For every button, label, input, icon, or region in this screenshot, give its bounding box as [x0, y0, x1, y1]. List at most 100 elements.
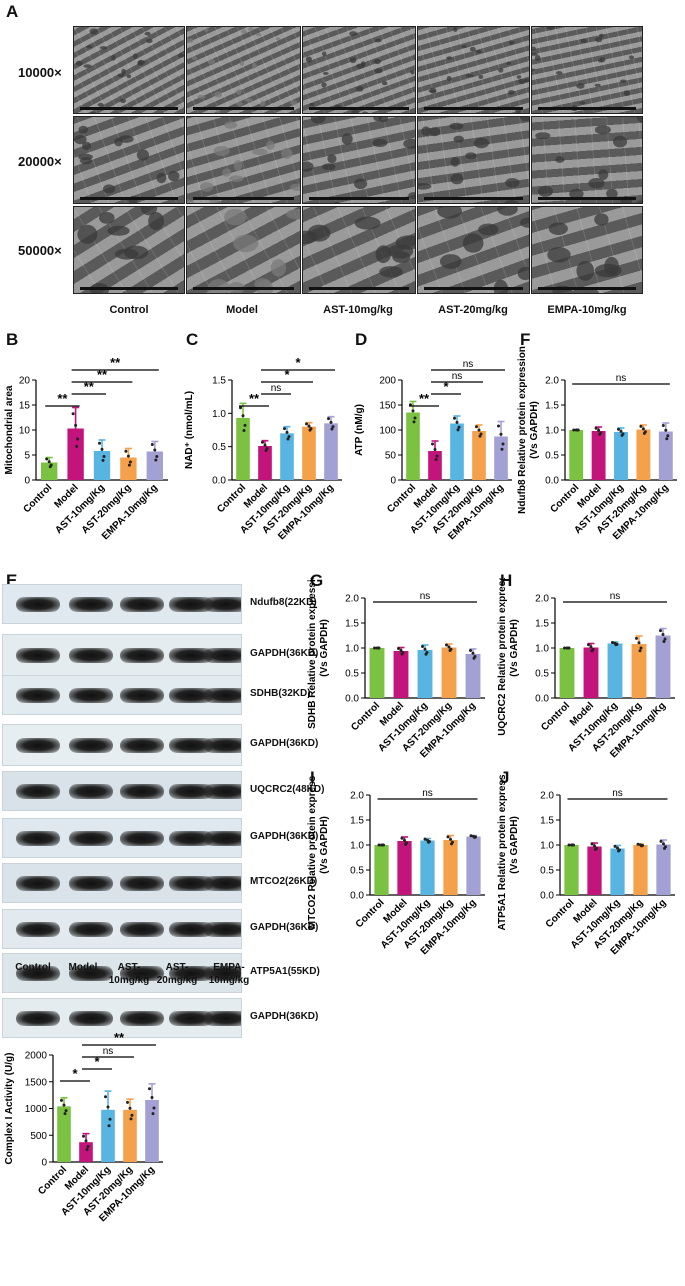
- significance-label: *: [72, 1066, 78, 1081]
- y-axis-label-line: (Vs GAPDH): [509, 816, 520, 874]
- data-point: [664, 428, 668, 432]
- data-point: [427, 840, 430, 844]
- data-point: [329, 420, 333, 424]
- blot-strip: [2, 953, 242, 993]
- data-point: [472, 656, 476, 660]
- em-image-tile: [73, 206, 185, 294]
- data-point: [617, 427, 620, 431]
- y-tick-label: 0.0: [212, 476, 226, 487]
- bar: [101, 1109, 115, 1162]
- x-tick-label: Control: [544, 897, 577, 930]
- x-tick-label: Control: [354, 897, 387, 930]
- data-point: [661, 424, 665, 428]
- y-axis-label-line: UQCRC2 Relative protein expression: [497, 578, 508, 736]
- protein-band: [204, 784, 241, 799]
- y-tick-label: 0.5: [535, 669, 549, 680]
- magnification-label: 50000×: [18, 243, 62, 258]
- bar: [465, 654, 481, 698]
- data-point: [45, 457, 49, 461]
- magnification-label: 20000×: [18, 154, 62, 169]
- data-point: [637, 641, 641, 645]
- protein-band: [169, 784, 213, 799]
- data-point: [286, 437, 290, 441]
- bar: [636, 429, 651, 480]
- x-tick-label: Control: [349, 700, 382, 733]
- y-tick-label: 0.0: [350, 891, 364, 902]
- protein-band: [16, 784, 60, 799]
- y-tick-label: 1.0: [212, 409, 226, 420]
- em-image-tile: [531, 116, 643, 204]
- data-point: [433, 448, 437, 451]
- data-point: [404, 842, 407, 846]
- scale-bar: [193, 107, 294, 110]
- data-point: [661, 632, 665, 636]
- x-tick-label: Control: [539, 700, 572, 733]
- data-point: [124, 449, 128, 453]
- bar: [57, 1106, 71, 1162]
- blot-band-label: GAPDH(36KD): [250, 648, 319, 659]
- protein-band: [204, 966, 241, 981]
- significance-label: **: [110, 355, 121, 370]
- protein-band: [204, 738, 241, 753]
- y-tick-label: 1000: [25, 1104, 48, 1115]
- em-group-label: EMPA-10mg/kg: [547, 304, 627, 316]
- data-point: [469, 834, 473, 838]
- em-image-tile: [302, 116, 416, 204]
- scale-bar: [80, 287, 178, 290]
- data-point: [598, 432, 602, 436]
- y-tick-label: 2.0: [350, 791, 364, 802]
- y-tick-label: 200: [379, 376, 396, 387]
- y-axis-label-line: (Vs GAPDH): [319, 816, 330, 874]
- panel-letter-j: J: [500, 768, 510, 787]
- data-point: [423, 837, 427, 841]
- protein-band: [69, 784, 113, 799]
- significance-label: ns: [271, 383, 282, 394]
- y-tick-label: 1.0: [540, 841, 554, 852]
- data-point: [421, 645, 424, 648]
- data-point: [62, 1103, 66, 1107]
- protein-band: [16, 922, 60, 937]
- protein-band: [204, 648, 241, 663]
- data-point: [589, 645, 593, 649]
- bar: [443, 840, 458, 895]
- data-point: [501, 442, 505, 446]
- y-tick-label: 1.0: [345, 644, 359, 655]
- bar: [466, 836, 481, 895]
- data-point: [129, 1117, 133, 1121]
- protein-band: [16, 966, 60, 981]
- scale-bar: [538, 107, 636, 110]
- protein-band: [69, 876, 113, 891]
- em-image-tile: [302, 206, 416, 294]
- significance-label: **: [97, 367, 108, 382]
- chart-atp5a1: 0.0 0.5 1.0 1.5 2.0 ATP5A1 Relative protein e…: [497, 775, 675, 957]
- protein-band: [204, 922, 241, 937]
- blot-strip: [2, 818, 242, 858]
- y-tick-label: 0.0: [535, 694, 549, 705]
- em-group-label: Control: [109, 304, 149, 316]
- data-point: [666, 434, 670, 438]
- significance-label: ns: [452, 371, 463, 382]
- data-point: [400, 836, 404, 840]
- data-point: [153, 448, 157, 452]
- bar: [67, 428, 84, 480]
- data-point: [307, 424, 311, 428]
- em-image-tile: [417, 26, 530, 114]
- y-tick-label: 1.5: [345, 619, 359, 630]
- data-point: [662, 842, 665, 846]
- data-point: [74, 423, 78, 427]
- significance-label: **: [57, 391, 68, 406]
- data-point: [620, 433, 624, 437]
- significance-label: ns: [103, 1046, 114, 1057]
- x-tick-label: Control: [21, 482, 54, 515]
- data-point: [127, 463, 131, 467]
- data-point: [590, 649, 594, 653]
- blot-band-label: UQCRC2(48KD): [250, 784, 325, 795]
- data-point: [376, 646, 380, 650]
- y-axis-label: SDHB Relative protein expression(Vs GAPD…: [307, 578, 330, 729]
- blot-band-label: SDHB(32KD): [250, 688, 311, 699]
- panel-letter-a: A: [6, 2, 19, 21]
- panel-letter-e: E: [6, 571, 18, 590]
- protein-band: [120, 648, 164, 663]
- data-point: [453, 416, 456, 420]
- y-tick-label: 2000: [25, 1051, 48, 1062]
